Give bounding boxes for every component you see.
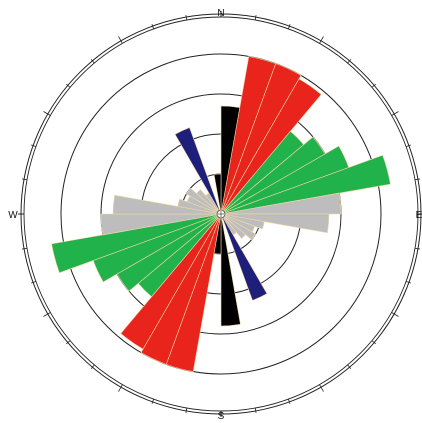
azimuth-tick xyxy=(21,178,28,181)
rose-petal xyxy=(174,127,222,215)
azimuth-tick xyxy=(43,312,51,317)
azimuth-tick xyxy=(254,407,257,414)
rose-petal xyxy=(196,189,222,215)
azimuth-tick xyxy=(414,178,421,181)
azimuth-tick xyxy=(319,384,324,392)
azimuth-tick xyxy=(66,83,71,88)
rose-petal xyxy=(185,187,222,215)
rose-petal xyxy=(220,213,241,327)
azimuth-tick xyxy=(405,144,411,147)
rose-petal xyxy=(100,213,222,236)
center-marker xyxy=(216,209,226,219)
azimuth-tick xyxy=(319,36,324,44)
south-label: S xyxy=(218,411,225,422)
rose-petal xyxy=(213,213,222,255)
azimuth-tick xyxy=(151,398,154,404)
azimuth-tick xyxy=(43,111,51,116)
rose-petal xyxy=(220,213,268,301)
east-label: E xyxy=(416,210,422,221)
west-label: W xyxy=(8,210,18,221)
rose-petal xyxy=(220,63,302,215)
azimuth-tick xyxy=(21,247,28,250)
rose-petal xyxy=(220,78,322,215)
rose-petal xyxy=(51,213,222,274)
rose-petal xyxy=(220,105,241,215)
rose-petal xyxy=(120,213,222,350)
azimuth-tick xyxy=(31,144,37,147)
range-ring xyxy=(60,53,382,375)
north-label: N xyxy=(217,8,224,19)
azimuth-tick xyxy=(391,312,399,317)
azimuth-tick xyxy=(288,398,291,404)
azimuth-tick xyxy=(118,384,123,392)
petal-layer xyxy=(51,56,391,372)
azimuth-tick xyxy=(66,340,71,345)
rose-petal xyxy=(220,213,246,239)
rose-petal xyxy=(140,213,222,365)
azimuth-tick xyxy=(391,111,399,116)
azimuth-tick xyxy=(371,340,376,345)
azimuth-tick xyxy=(31,281,37,284)
range-ring xyxy=(20,13,422,415)
azimuth-tick xyxy=(254,14,257,21)
azimuth-tick xyxy=(151,24,154,30)
azimuth-tick xyxy=(347,59,352,64)
azimuth-tick xyxy=(414,247,421,250)
azimuth-tick xyxy=(90,59,95,64)
azimuth-tick-marks xyxy=(18,11,422,417)
azimuth-tick xyxy=(185,407,188,414)
azimuth-tick xyxy=(347,364,352,369)
azimuth-tick xyxy=(288,24,291,30)
azimuth-tick xyxy=(185,14,188,21)
rose-petal xyxy=(220,154,391,215)
rose-petal xyxy=(213,173,222,215)
azimuth-tick xyxy=(90,364,95,369)
azimuth-tick xyxy=(405,281,411,284)
rose-petal xyxy=(220,192,342,215)
azimuth-tick xyxy=(371,83,376,88)
azimuth-tick xyxy=(118,36,123,44)
rose-petal xyxy=(220,213,257,241)
